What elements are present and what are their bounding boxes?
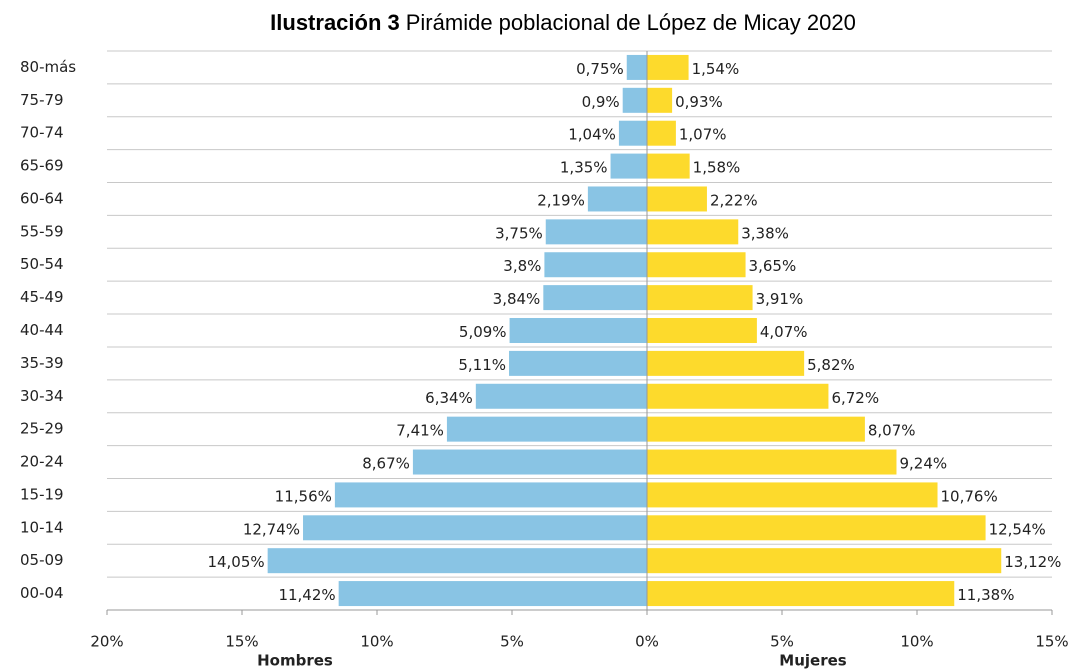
bar bbox=[647, 318, 757, 343]
bar bbox=[647, 416, 865, 442]
data-label: 2,22% bbox=[710, 191, 758, 209]
data-label: 12,74% bbox=[243, 520, 300, 538]
data-label: 10,76% bbox=[941, 487, 998, 505]
bar bbox=[647, 350, 805, 376]
bar bbox=[647, 548, 1002, 574]
y-tick-label: 60-64 bbox=[20, 189, 64, 207]
bar bbox=[543, 285, 647, 311]
bar bbox=[610, 153, 647, 179]
bar bbox=[647, 87, 673, 113]
bar bbox=[622, 87, 647, 113]
y-tick-label: 50-54 bbox=[20, 255, 64, 273]
bar bbox=[626, 54, 647, 80]
data-label: 3,38% bbox=[741, 224, 789, 242]
data-label: 3,84% bbox=[493, 290, 541, 308]
x-tick-label: 5% bbox=[770, 633, 794, 651]
x-tick-label: 15% bbox=[1035, 633, 1068, 651]
data-label: 11,56% bbox=[275, 487, 332, 505]
x-tick-label: 15% bbox=[225, 633, 258, 651]
data-label: 3,8% bbox=[503, 257, 541, 275]
data-label: 8,07% bbox=[868, 422, 916, 440]
bar bbox=[647, 581, 955, 607]
title-text: Pirámide poblacional de López de Micay 2… bbox=[406, 10, 856, 35]
data-label: 6,72% bbox=[831, 389, 879, 407]
bar bbox=[587, 186, 647, 212]
y-tick-label: 75-79 bbox=[20, 91, 64, 109]
bar bbox=[647, 383, 829, 409]
data-label: 9,24% bbox=[899, 455, 947, 473]
bar bbox=[647, 219, 739, 245]
y-tick-label: 20-24 bbox=[20, 453, 64, 471]
bar bbox=[509, 350, 647, 376]
x-tick-label: 5% bbox=[500, 633, 524, 651]
bar bbox=[303, 515, 647, 541]
bar bbox=[647, 482, 938, 508]
data-label: 7,41% bbox=[396, 422, 444, 440]
data-label: 1,58% bbox=[693, 159, 741, 177]
bar bbox=[647, 186, 707, 212]
data-label: 11,38% bbox=[957, 586, 1014, 604]
x-tick-label: 10% bbox=[900, 633, 933, 651]
bar bbox=[334, 482, 647, 508]
bar bbox=[412, 449, 647, 475]
data-label: 13,12% bbox=[1004, 553, 1061, 571]
data-label: 1,07% bbox=[679, 126, 727, 144]
data-label: 5,82% bbox=[807, 356, 855, 374]
y-tick-label: 30-34 bbox=[20, 387, 64, 405]
y-tick-label: 15-19 bbox=[20, 485, 64, 503]
data-label: 6,34% bbox=[425, 389, 473, 407]
bar bbox=[647, 449, 897, 475]
data-label: 1,35% bbox=[560, 159, 608, 177]
bar bbox=[647, 54, 689, 80]
bar bbox=[509, 318, 647, 343]
bar bbox=[647, 515, 986, 541]
y-tick-label: 65-69 bbox=[20, 157, 64, 175]
x-tick-label: 0% bbox=[635, 633, 659, 651]
data-label: 3,65% bbox=[749, 257, 797, 275]
y-tick-label: 00-04 bbox=[20, 584, 64, 602]
y-tick-label: 55-59 bbox=[20, 222, 64, 240]
bar bbox=[446, 416, 647, 442]
x-tick-label: 10% bbox=[360, 633, 393, 651]
axis-label: Hombres bbox=[257, 652, 333, 670]
data-label: 3,75% bbox=[495, 224, 543, 242]
bar bbox=[618, 120, 647, 146]
bar bbox=[647, 285, 753, 311]
y-tick-label: 25-29 bbox=[20, 420, 64, 438]
y-tick-label: 05-09 bbox=[20, 551, 64, 569]
bar bbox=[475, 383, 647, 409]
bar bbox=[544, 252, 647, 278]
data-label: 14,05% bbox=[207, 553, 264, 571]
bar bbox=[545, 219, 647, 245]
data-label: 11,42% bbox=[278, 586, 335, 604]
bar bbox=[647, 153, 690, 179]
bar bbox=[267, 548, 647, 574]
data-label: 0,75% bbox=[576, 60, 624, 78]
data-label: 2,19% bbox=[537, 191, 585, 209]
y-tick-label: 10-14 bbox=[20, 518, 64, 536]
x-tick-label: 20% bbox=[90, 633, 123, 651]
y-tick-label: 40-44 bbox=[20, 321, 64, 339]
chart-title: Ilustración 3 Pirámide poblacional de Lóp… bbox=[270, 10, 856, 35]
data-label: 0,93% bbox=[675, 93, 723, 111]
y-tick-label: 35-39 bbox=[20, 354, 64, 372]
y-tick-label: 70-74 bbox=[20, 124, 64, 142]
y-tick-label: 45-49 bbox=[20, 288, 64, 306]
data-label: 1,04% bbox=[568, 126, 616, 144]
data-label: 3,91% bbox=[756, 290, 804, 308]
axis-label: Mujeres bbox=[779, 652, 846, 670]
bar bbox=[647, 252, 746, 278]
data-label: 0,9% bbox=[582, 93, 620, 111]
bar bbox=[338, 581, 647, 607]
data-label: 12,54% bbox=[989, 520, 1046, 538]
y-tick-label: 80-más bbox=[20, 58, 76, 76]
data-label: 4,07% bbox=[760, 323, 808, 341]
data-label: 8,67% bbox=[362, 455, 410, 473]
title-label: Ilustración 3 bbox=[270, 10, 400, 35]
data-label: 1,54% bbox=[692, 60, 740, 78]
bar bbox=[647, 120, 676, 146]
data-label: 5,11% bbox=[458, 356, 506, 374]
data-label: 5,09% bbox=[459, 323, 507, 341]
